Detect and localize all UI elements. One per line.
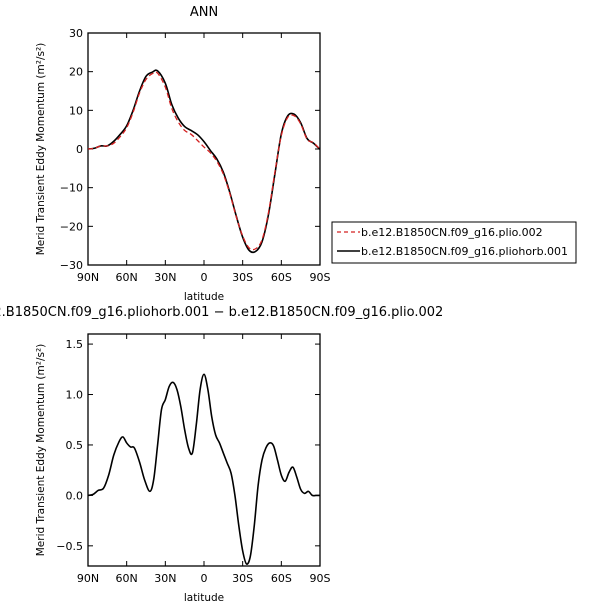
y-tick-label: −10 <box>60 182 83 195</box>
x-tick-label: 60S <box>271 572 292 585</box>
x-tick-label: 60N <box>116 271 138 284</box>
panel-top: ANN −30 −20 −10 0 10 20 30 90N 60N 30N 0 30S 60S 90S… <box>35 5 331 303</box>
x-tick-label: 30N <box>154 271 176 284</box>
x-tick: 90N <box>77 334 99 585</box>
series-line-difference <box>87 373 320 565</box>
x-tick-label: 60S <box>271 271 292 284</box>
plot-frame <box>87 333 321 567</box>
x-tick: 60N <box>116 334 138 585</box>
y-tick-label: 20 <box>69 66 83 79</box>
plot-frame <box>87 32 321 266</box>
y-axis-label: Merid Transient Eddy Momentum (m²/s²) <box>35 43 47 256</box>
x-tick-label: 0 <box>201 271 208 284</box>
plot-area: −30 −20 −10 0 10 20 30 90N 60N 30N 0 30S 60S 90S <box>60 27 331 284</box>
y-tick-label: −0.5 <box>56 540 83 553</box>
x-tick: 60S <box>271 33 292 284</box>
legend-frame <box>331 221 577 264</box>
y-tick: 0.0 <box>66 489 320 502</box>
y-tick-label: 0.0 <box>66 489 84 502</box>
y-tick: −0.5 <box>56 540 320 553</box>
x-tick: 0 <box>201 33 208 284</box>
x-tick-label: 30S <box>232 271 253 284</box>
y-tick: 0.5 <box>66 439 320 452</box>
y-tick: 1.5 <box>66 338 320 351</box>
y-tick: 20 <box>69 66 320 79</box>
x-tick: 30N <box>154 334 176 585</box>
legend: b.e12.B1850CN.f09_g16.plio.002 b.e12.B18… <box>331 221 577 264</box>
y-tick-label: 0.5 <box>66 439 84 452</box>
y-tick-label: −30 <box>60 259 83 272</box>
y-tick: 0 <box>76 143 320 156</box>
y-tick: −10 <box>60 182 320 195</box>
y-tick-label: 1.0 <box>66 389 84 402</box>
legend-label-pliohorb: b.e12.B1850CN.f09_g16.pliohorb.001 <box>361 245 568 258</box>
x-tick-label: 0 <box>201 572 208 585</box>
x-tick: 90S <box>310 33 331 284</box>
y-tick: −30 <box>60 259 320 272</box>
x-tick: 60N <box>116 33 138 284</box>
y-ticks: −0.5 0.0 0.5 1.0 1.5 <box>56 338 320 553</box>
panel-bottom: b.e12.B1850CN.f09_g16.pliohorb.001 − b.e… <box>0 305 443 604</box>
x-tick: 60S <box>271 334 292 585</box>
y-tick-label: 1.5 <box>66 338 84 351</box>
y-tick: 10 <box>69 104 320 117</box>
series-group <box>87 373 320 565</box>
x-tick-label: 60N <box>116 572 138 585</box>
x-tick: 30N <box>154 33 176 284</box>
x-tick-label: 30S <box>232 572 253 585</box>
x-axis-label: latitude <box>184 291 224 303</box>
chart-title: b.e12.B1850CN.f09_g16.pliohorb.001 − b.e… <box>0 305 443 320</box>
y-tick: −20 <box>60 220 320 233</box>
x-tick: 0 <box>201 334 208 585</box>
x-tick: 30S <box>232 33 253 284</box>
x-tick: 30S <box>232 334 253 585</box>
x-ticks: 90N 60N 30N 0 30S 60S 90S <box>77 33 331 284</box>
y-tick: 30 <box>69 27 320 40</box>
y-tick-label: 0 <box>76 143 83 156</box>
x-ticks: 90N 60N 30N 0 30S 60S 90S <box>77 334 331 585</box>
series-line-plio-002 <box>87 71 321 251</box>
x-tick-label: 90N <box>77 271 99 284</box>
y-tick: 1.0 <box>66 389 320 402</box>
y-ticks: −30 −20 −10 0 10 20 30 <box>60 27 320 272</box>
legend-label-plio: b.e12.B1850CN.f09_g16.plio.002 <box>361 226 543 239</box>
x-tick-label: 90S <box>310 572 331 585</box>
x-tick-label: 90S <box>310 271 331 284</box>
x-tick: 90S <box>310 334 331 585</box>
series-group <box>87 69 321 254</box>
y-axis-label: Merid Transient Eddy Momentum (m²/s²) <box>35 344 47 557</box>
chart-title: ANN <box>190 5 218 20</box>
x-tick-label: 30N <box>154 572 176 585</box>
x-axis-label: latitude <box>184 592 224 604</box>
y-tick-label: 30 <box>69 27 83 40</box>
x-tick-label: 90N <box>77 572 99 585</box>
y-tick-label: −20 <box>60 220 83 233</box>
series-line-pliohorb-001 <box>87 69 321 254</box>
plot-area: −0.5 0.0 0.5 1.0 1.5 90N 60N 30N 0 30S 60S 90S <box>56 333 331 585</box>
y-tick-label: 10 <box>69 104 83 117</box>
x-tick: 90N <box>77 33 99 284</box>
